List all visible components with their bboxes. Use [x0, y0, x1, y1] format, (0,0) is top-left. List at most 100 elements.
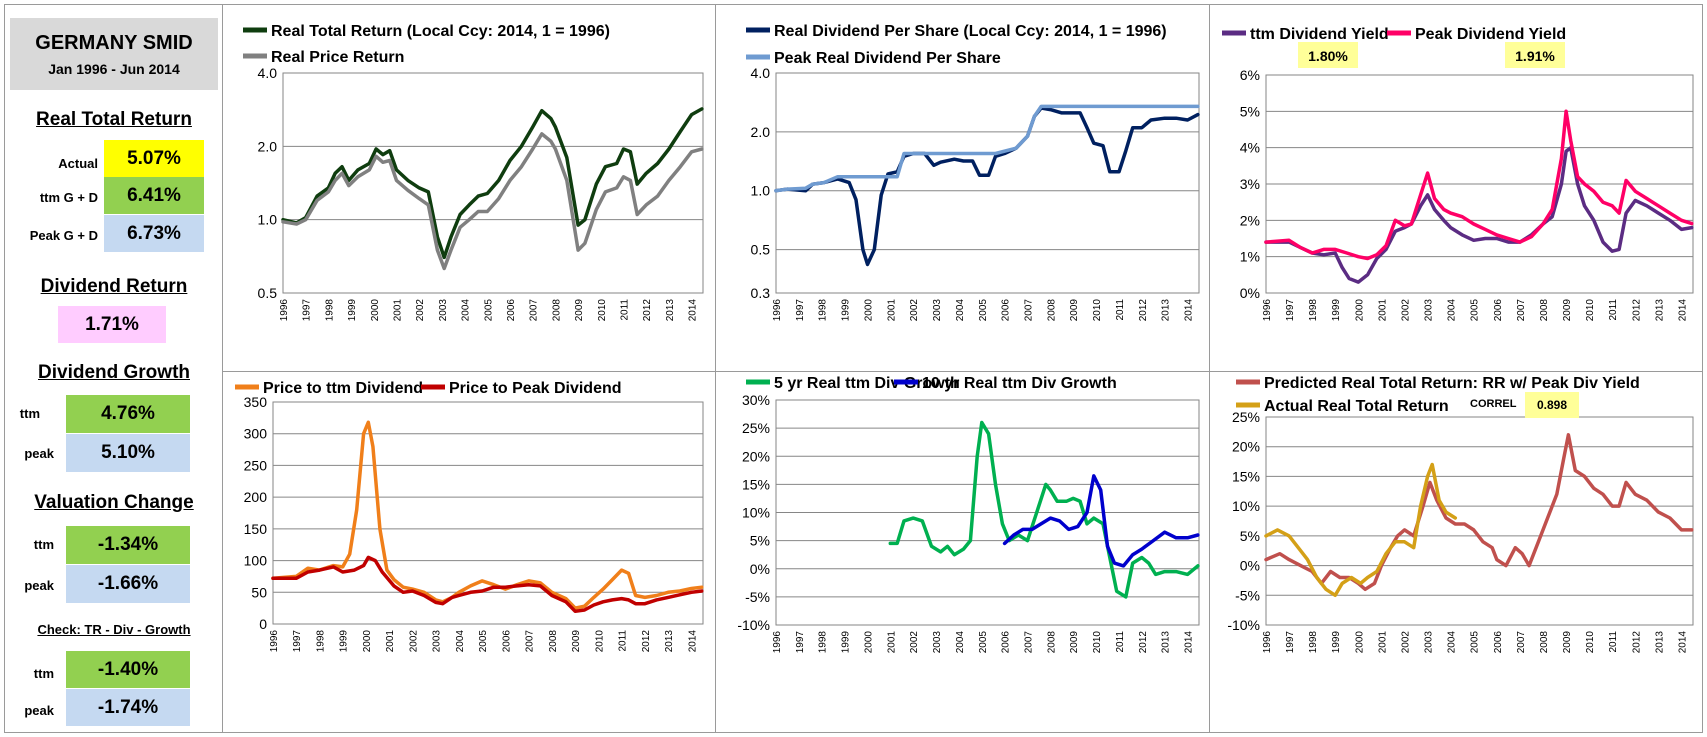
x-tick-label: 2012	[642, 299, 653, 322]
x-tick-label: 2010	[1585, 299, 1596, 322]
ttm-gd-label: ttm G + D	[39, 190, 98, 205]
x-tick-label: 2009	[1069, 631, 1080, 654]
peak-gd-value: 6.73%	[104, 215, 204, 252]
x-tick-label: 2004	[455, 630, 466, 653]
x-tick-label: 1997	[795, 299, 806, 322]
divider-col2	[715, 4, 716, 733]
x-tick-label: 2013	[1161, 299, 1172, 322]
series-line-1	[888, 420, 1200, 599]
dividend-return-heading: Dividend Return	[40, 276, 188, 297]
x-tick-label: 2007	[529, 299, 540, 322]
x-tick-label: 2010	[597, 299, 608, 322]
y-tick-label: 50	[251, 584, 267, 600]
x-tick-label: 1999	[841, 299, 852, 322]
x-tick-label: 2006	[1493, 631, 1504, 654]
x-tick-label: 2002	[408, 630, 419, 653]
x-tick-label: 2003	[432, 630, 443, 653]
legend-label: ttm Dividend Yield	[1250, 26, 1389, 43]
x-tick-label: 2008	[1046, 631, 1057, 654]
y-tick-label: 0%	[1240, 285, 1260, 301]
x-tick-label: 2013	[665, 299, 676, 322]
y-tick-label: 5%	[1240, 103, 1260, 119]
x-tick-label: 2011	[1115, 631, 1126, 653]
dg-peak-value: 5.10%	[66, 434, 190, 472]
y-tick-label: 0.5	[258, 285, 278, 301]
x-tick-label: 1997	[795, 631, 806, 654]
divider-col3	[1209, 4, 1210, 733]
chart-dividend-growth: 30% 25% 20% 15% 10% 5% 0% -5% -10%1996 1997 1998 19…	[737, 375, 1200, 654]
y-tick-label: -10%	[737, 617, 770, 633]
x-tick-label: 2006	[1493, 299, 1504, 322]
check-ttm-value: -1.40%	[66, 651, 190, 688]
x-tick-label: 2007	[1024, 299, 1035, 322]
x-tick-label: 2001	[886, 631, 897, 654]
x-tick-label: 2005	[1470, 631, 1481, 654]
y-tick-label: -10%	[1227, 617, 1260, 633]
x-tick-label: 2007	[1516, 299, 1527, 322]
series-line-2	[774, 104, 1200, 193]
x-tick-label: 2000	[863, 299, 874, 322]
check-heading: Check: TR - Div - Growth	[37, 622, 191, 637]
series-line-1	[774, 106, 1200, 267]
y-tick-label: 4.0	[258, 65, 278, 81]
legend-label: Actual Real Total Return	[1264, 398, 1449, 415]
x-tick-label: 2005	[978, 299, 989, 322]
x-tick-label: 2001	[886, 299, 897, 322]
y-tick-label: 15%	[742, 476, 770, 492]
x-tick-label: 2012	[1138, 631, 1149, 654]
check-peak-label: peak	[24, 703, 54, 718]
x-tick-label: 2007	[1516, 631, 1527, 654]
y-tick-label: -5%	[1235, 587, 1260, 603]
y-tick-label: 2%	[1240, 212, 1260, 228]
sidebar-title: GERMANY SMID	[35, 31, 193, 54]
legend-label: Real Total Return (Local Ccy: 2014, 1 = …	[271, 23, 610, 40]
x-tick-label: 2013	[1654, 299, 1665, 322]
y-tick-label: 30%	[742, 392, 770, 408]
y-tick-label: 1.0	[751, 183, 771, 199]
x-tick-label: 2005	[483, 299, 494, 322]
x-tick-label: 2014	[1677, 631, 1688, 654]
x-tick-label: 2011	[1115, 299, 1126, 321]
x-tick-label: 2003	[438, 299, 449, 322]
x-tick-label: 1997	[302, 299, 313, 322]
y-tick-label: 20%	[742, 448, 770, 464]
x-tick-label: 2014	[1677, 299, 1688, 322]
y-tick-label: 250	[244, 457, 268, 473]
x-tick-label: 1996	[1262, 299, 1273, 322]
x-tick-label: 2003	[932, 631, 943, 654]
y-tick-label: 2.0	[751, 124, 771, 140]
y-tick-label: 10%	[1232, 498, 1260, 514]
y-tick-label: -5%	[745, 589, 770, 605]
legend-label: Price to Peak Dividend	[449, 380, 622, 397]
series-line-2	[1264, 462, 1458, 598]
actual-value: 5.07%	[104, 140, 204, 177]
x-tick-label: 1997	[292, 630, 303, 653]
y-tick-label: 20%	[1232, 439, 1260, 455]
correl-value: 0.898	[1537, 398, 1567, 412]
x-tick-label: 2013	[664, 630, 675, 653]
y-tick-label: 0%	[1240, 558, 1260, 574]
x-tick-label: 2009	[1562, 631, 1573, 654]
x-tick-label: 2001	[393, 299, 404, 322]
x-tick-label: 2003	[932, 299, 943, 322]
check-peak-value: -1.74%	[66, 689, 190, 726]
x-tick-label: 1997	[1285, 631, 1296, 654]
x-tick-label: 2000	[863, 631, 874, 654]
y-tick-label: 5%	[1240, 528, 1260, 544]
y-tick-label: 6%	[1240, 67, 1260, 83]
x-tick-label: 2004	[1447, 631, 1458, 654]
y-tick-label: 150	[244, 521, 268, 537]
y-tick-label: 4.0	[751, 65, 771, 81]
sidebar-title-box: GERMANY SMID Jan 1996 - Jun 2014	[10, 18, 218, 90]
divider-row	[222, 371, 1703, 372]
yield-badge	[1505, 42, 1565, 68]
x-tick-label: 2013	[1161, 631, 1172, 654]
x-tick-label: 1998	[1308, 299, 1319, 322]
x-tick-label: 2011	[618, 630, 629, 652]
y-tick-label: 0.5	[751, 242, 771, 258]
x-tick-label: 2002	[415, 299, 426, 322]
legend-label: Peak Dividend Yield	[1415, 26, 1566, 43]
x-tick-label: 1996	[1262, 631, 1273, 654]
x-tick-label: 1996	[772, 631, 783, 654]
y-tick-label: 15%	[1232, 468, 1260, 484]
